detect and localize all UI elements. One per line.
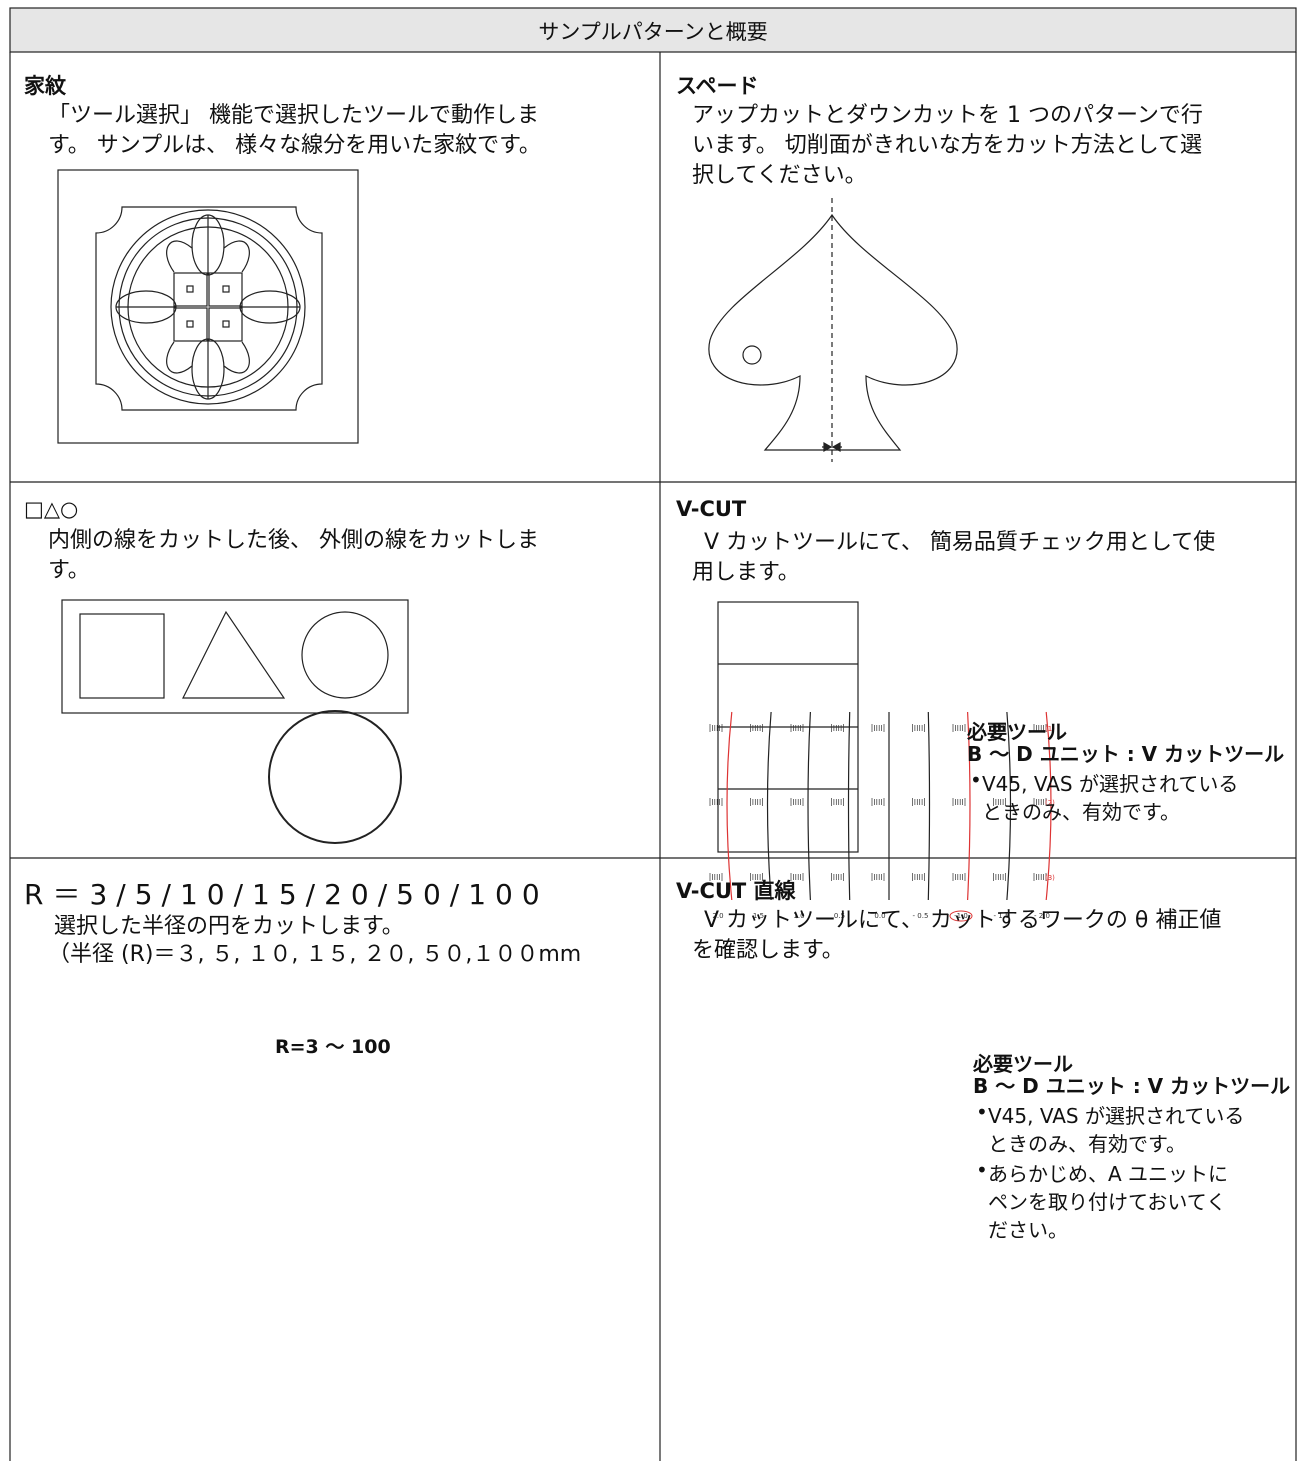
hatch	[871, 798, 885, 806]
cut-line	[927, 711, 931, 901]
column-label: 1.0	[793, 912, 804, 920]
hatch	[790, 724, 804, 732]
hatch	[993, 798, 1006, 806]
hatch	[952, 798, 966, 806]
cell-title: R＝3/5/10/15/20/50/100	[24, 878, 549, 911]
cut-line	[766, 711, 772, 901]
hatch	[871, 724, 885, 732]
description: 選択した半径の円をカットします。	[54, 914, 404, 939]
description: V カットツールにて、 簡易品質チェック用として使	[704, 530, 1216, 555]
hatch	[1033, 798, 1047, 806]
notes-tool: B ～ D ユニット : V カットツール	[973, 1074, 1291, 1098]
row-label: (3)	[1045, 874, 1055, 882]
vcut-line-diagram: 2.0 1.5 1.0 0.5 0.0 - 0.5 -1.0 - 1.5 - 2.0 (1) (2)…	[709, 711, 1055, 922]
description: （半径 (R)＝３, ５, １０, １５, ２０, ５０,１００mm	[48, 942, 582, 967]
vcut-diagram	[717, 601, 859, 853]
bullet: ださい。	[988, 1218, 1068, 1242]
description: います。 切削面がきれいな方をカット方法として選	[692, 133, 1203, 158]
row-label: (2)	[1045, 799, 1055, 807]
description: アップカットとダウンカットを 1 つのパターンで行	[692, 103, 1203, 128]
cut-line	[967, 711, 971, 901]
header-title: サンプルパターンと概要	[538, 20, 768, 44]
hatch	[750, 798, 763, 806]
bullet: ときのみ、有効です。	[988, 1132, 1186, 1156]
description: 「ツール選択」 機能で選択したツールで動作しま	[48, 103, 539, 128]
hatch	[952, 724, 966, 732]
hatch	[709, 873, 723, 881]
column-label: 2.0	[712, 912, 723, 920]
column-label: - 2.0	[1034, 912, 1050, 920]
hatch	[993, 873, 1006, 881]
circle-diagram	[268, 710, 402, 844]
hatch	[912, 873, 925, 881]
notes-title: 必要ツール	[967, 720, 1067, 744]
hatch	[750, 873, 763, 881]
bullet: V45, VAS が選択されている	[988, 1104, 1245, 1128]
cut-line	[847, 711, 851, 901]
description: を確認します。	[692, 938, 844, 963]
bullet-mark: •	[976, 1158, 988, 1182]
column-label: -1.0	[954, 912, 968, 920]
bullet: あらかじめ、A ユニットに	[988, 1162, 1229, 1186]
hatch	[831, 798, 844, 806]
cut-line	[1006, 711, 1012, 901]
description: 用します。	[692, 560, 800, 585]
bullet: V45, VAS が選択されている	[982, 772, 1239, 796]
highlight	[949, 910, 973, 922]
cut-line	[807, 711, 811, 901]
hatch	[790, 798, 804, 806]
hatch	[952, 873, 966, 881]
cell-title: □△○	[24, 497, 79, 521]
description: 内側の線をカットした後、 外側の線をカットしま	[48, 528, 539, 553]
hatch	[750, 724, 763, 732]
hatch	[871, 873, 885, 881]
shapes-diagram	[61, 599, 409, 714]
description: す。	[48, 558, 90, 583]
hatch	[993, 724, 1006, 732]
description: す。 サンプルは、 様々な線分を用いた家紋です。	[48, 133, 541, 158]
column-label: - 1.5	[994, 912, 1010, 920]
column-label: 0.5	[834, 912, 845, 920]
hatch	[1033, 873, 1047, 881]
kamon-diagram	[57, 169, 359, 444]
bullet-mark: •	[976, 1100, 988, 1124]
cut-line	[1045, 711, 1052, 901]
description: V カットツールにて、 カットするワークの θ 補正値	[704, 908, 1222, 933]
hatch	[709, 724, 723, 732]
hatch	[1033, 724, 1047, 732]
row-label: (1)	[1045, 725, 1055, 733]
cut-line	[726, 711, 733, 901]
hatch	[831, 873, 844, 881]
spade-diagram	[708, 198, 958, 462]
bullet: ときのみ、有効です。	[982, 800, 1180, 824]
notes-title: 必要ツール	[973, 1052, 1073, 1076]
column-label: 1.5	[753, 912, 764, 920]
notes-tool: B ～ D ユニット : V カットツール	[967, 742, 1285, 766]
hatch	[709, 798, 723, 806]
bullet-mark: •	[970, 768, 982, 792]
hatch	[790, 873, 804, 881]
column-label: 0.0	[874, 912, 885, 920]
cell-title: V-CUT	[676, 497, 747, 521]
description: 択してください。	[692, 163, 867, 188]
hatch	[831, 724, 844, 732]
column-label: - 0.5	[913, 912, 929, 920]
hatch	[912, 798, 925, 806]
cell-title: 家紋	[24, 74, 66, 98]
cell-title: スペード	[676, 74, 759, 98]
caption: R=3 ～ 100	[275, 1036, 391, 1058]
hatch	[912, 724, 925, 732]
bullet: ペンを取り付けておいてく	[988, 1190, 1227, 1214]
header-bg	[9, 7, 1297, 53]
cell-title: V-CUT 直線	[676, 879, 796, 903]
